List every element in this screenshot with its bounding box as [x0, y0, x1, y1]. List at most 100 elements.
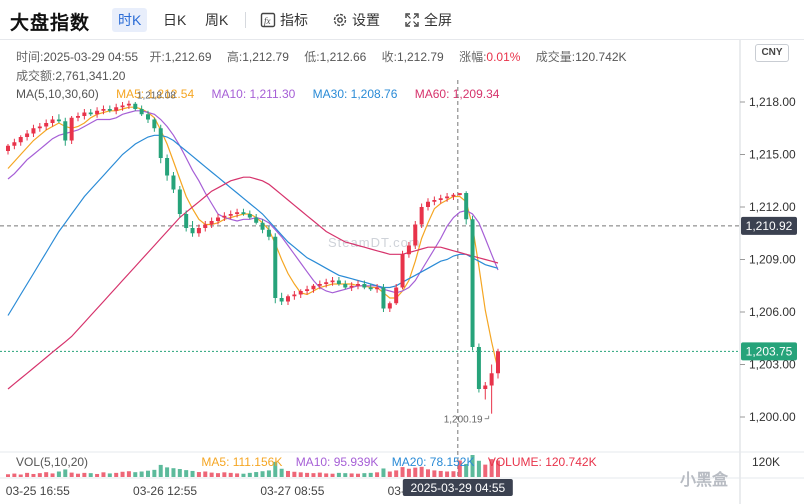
y-tick-label: 1,203.00 [749, 358, 796, 372]
volume-bar [298, 472, 303, 477]
candle-body [50, 119, 55, 123]
candle-body [95, 110, 100, 115]
close-value: 1,212.79 [397, 50, 444, 64]
tab-weekly-k[interactable]: 周K [205, 12, 229, 28]
volume-bar [50, 473, 55, 477]
volume-bar [317, 472, 322, 477]
candle-body [139, 109, 144, 115]
volume-bar [152, 469, 157, 477]
vol-ma5-legend: MA5: 111.156K [201, 455, 283, 469]
volume-bar [470, 455, 475, 477]
vol-volume-legend: VOLUME: 120.742K [487, 455, 597, 469]
low-marker-label: 1,200.19 [444, 415, 483, 426]
volume-bar [260, 471, 265, 477]
volume-bar [25, 472, 30, 477]
candle-body [375, 287, 380, 290]
volume-bar [63, 469, 68, 477]
candle-body [330, 280, 335, 283]
candle-body [56, 119, 61, 122]
volume-bar [139, 471, 144, 477]
settings-button[interactable]: 设置 [332, 8, 380, 32]
candle-body [426, 201, 430, 207]
candle-body [394, 287, 399, 304]
candle-body [158, 128, 163, 158]
price-tag-label: 1,210.92 [746, 219, 793, 233]
volume-bar [305, 472, 310, 477]
volume-bar [292, 471, 297, 477]
volume-axis-label: 120K [752, 455, 780, 469]
volume-bar [311, 473, 316, 477]
volume-bar [394, 470, 399, 477]
time-value: 2025-03-29 04:55 [43, 50, 139, 64]
volume-bar [426, 469, 430, 477]
volume-bar [88, 473, 93, 477]
candle-body [82, 112, 87, 116]
y-tick-label: 1,209.00 [749, 253, 796, 267]
volume-bar [196, 472, 201, 477]
volume-bar [438, 470, 443, 477]
currency-badge[interactable]: CNY [755, 44, 789, 62]
candle-body [196, 228, 201, 234]
price-tag-box [741, 216, 797, 235]
candle-body [279, 298, 284, 302]
candle-body [311, 285, 316, 290]
candle-body [88, 112, 93, 115]
candle-body [203, 224, 208, 228]
volume-bar [273, 461, 278, 477]
candle-body [254, 217, 259, 223]
close-label: 收: [381, 50, 397, 64]
candle-body [464, 193, 469, 220]
volume-bar [413, 467, 418, 477]
tab-daily-k[interactable]: 日K [163, 12, 187, 28]
volume-bar [235, 473, 240, 477]
ma10-line [7, 110, 499, 294]
candle-body [356, 284, 360, 286]
candle-body [184, 214, 189, 228]
candle-body [247, 214, 252, 218]
volume-bar [496, 460, 500, 477]
fullscreen-button[interactable]: 全屏 [404, 8, 452, 32]
volume-bar [286, 470, 290, 477]
volume-bar [171, 468, 176, 477]
candle-body [400, 254, 405, 288]
candle-body [44, 123, 49, 127]
volume-bar [222, 472, 227, 477]
candle-body [438, 198, 443, 200]
watermark-logo: 小黑盒 [680, 472, 729, 489]
header: 大盘指数 时K 日K 周K fx 指标 设置 全屏 [0, 0, 804, 40]
tab-hourly-k[interactable]: 时K [112, 8, 148, 32]
candle-body [273, 236, 278, 298]
volume-bar [419, 466, 424, 477]
y-tick-label: 1,215.00 [749, 148, 796, 162]
high-marker-label: 1,218.08 [137, 91, 176, 102]
volume-bar [126, 471, 131, 477]
candle-body [76, 116, 80, 118]
volume-bar [489, 459, 494, 477]
candle-body [343, 284, 348, 288]
candle-body [69, 117, 74, 141]
y-tick-label: 1,200.00 [749, 410, 796, 424]
candle-body [228, 214, 233, 216]
volume-bar [6, 474, 10, 477]
crosshair-time-box [402, 479, 513, 496]
svg-text:fx: fx [264, 16, 271, 26]
volume-bar [432, 470, 437, 477]
ma5-line [7, 106, 499, 370]
divider [245, 12, 246, 28]
candle-body [146, 114, 150, 120]
volume-bar [69, 472, 74, 477]
candle-body [37, 126, 42, 129]
volume-bar [101, 472, 106, 477]
volume-bar [362, 473, 367, 477]
ma30-line [7, 134, 499, 316]
candle-body [406, 245, 411, 255]
crosshair-time-label: 2025-03-29 04:55 [410, 481, 505, 495]
volume-bar [107, 473, 112, 477]
candle-body [324, 282, 329, 284]
volume-bar [406, 468, 411, 477]
indicator-button[interactable]: fx 指标 [260, 8, 308, 32]
candle-body [171, 175, 176, 190]
volume-bar [324, 473, 329, 477]
ma-legend-title: MA(5,10,30,60) [16, 87, 99, 101]
